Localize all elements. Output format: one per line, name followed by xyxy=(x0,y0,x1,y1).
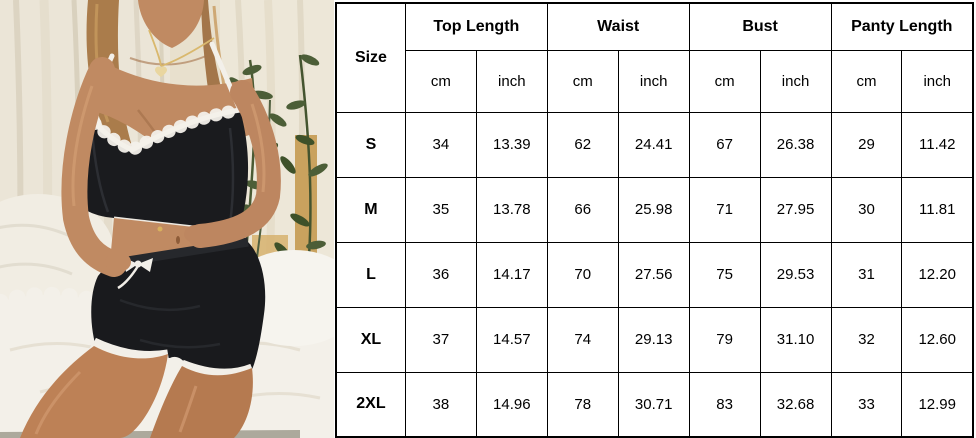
value-cell: 36 xyxy=(404,241,477,308)
value-cell: 38 xyxy=(404,371,477,438)
value-cell: 12.60 xyxy=(901,306,974,373)
unit-bust-inch: inch xyxy=(759,49,832,113)
table-row-2xl: 2XL 38 14.96 78 30.71 83 32.68 33 12.99 xyxy=(335,371,974,438)
value-cell: 29 xyxy=(830,111,903,178)
value-cell: 37 xyxy=(404,306,477,373)
value-cell: 32 xyxy=(830,306,903,373)
value-cell: 27.95 xyxy=(759,176,832,243)
value-cell: 70 xyxy=(546,241,619,308)
value-cell: 66 xyxy=(546,176,619,243)
table-row-l: L 36 14.17 70 27.56 75 29.53 31 12.20 xyxy=(335,241,974,308)
header-panty-length: Panty Length xyxy=(830,2,974,51)
left-hand xyxy=(105,252,131,272)
value-cell: 78 xyxy=(546,371,619,438)
value-cell: 31.10 xyxy=(759,306,832,373)
unit-waist-cm: cm xyxy=(546,49,619,113)
legs xyxy=(20,346,253,438)
value-cell: 27.56 xyxy=(617,241,690,308)
size-label-s: S xyxy=(335,111,406,178)
value-cell: 30 xyxy=(830,176,903,243)
table-row-xl: XL 37 14.57 74 29.13 79 31.10 32 12.60 xyxy=(335,306,974,373)
value-cell: 14.57 xyxy=(475,306,548,373)
value-cell: 83 xyxy=(688,371,761,438)
value-cell: 13.39 xyxy=(475,111,548,178)
size-label-xl: XL xyxy=(335,306,406,373)
value-cell: 24.41 xyxy=(617,111,690,178)
value-cell: 14.96 xyxy=(475,371,548,438)
table-row-s: S 34 13.39 62 24.41 67 26.38 29 11.42 xyxy=(335,111,974,178)
value-cell: 12.20 xyxy=(901,241,974,308)
header-top-length: Top Length xyxy=(404,2,548,51)
unit-panty-length-cm: cm xyxy=(830,49,903,113)
unit-bust-cm: cm xyxy=(688,49,761,113)
size-label-l: L xyxy=(335,241,406,308)
model xyxy=(20,0,281,438)
value-cell: 31 xyxy=(830,241,903,308)
value-cell: 11.42 xyxy=(901,111,974,178)
value-cell: 13.78 xyxy=(475,176,548,243)
value-cell: 32.68 xyxy=(759,371,832,438)
size-label-2xl: 2XL xyxy=(335,371,406,438)
value-cell: 12.99 xyxy=(901,371,974,438)
value-cell: 14.17 xyxy=(475,241,548,308)
unit-top-length-cm: cm xyxy=(404,49,477,113)
value-cell: 35 xyxy=(404,176,477,243)
cami-top xyxy=(69,41,249,234)
drawstring xyxy=(117,265,140,290)
value-cell: 34 xyxy=(404,111,477,178)
value-cell: 26.38 xyxy=(759,111,832,178)
value-cell: 71 xyxy=(688,176,761,243)
header-waist: Waist xyxy=(546,2,690,51)
unit-top-length-inch: inch xyxy=(475,49,548,113)
value-cell: 25.98 xyxy=(617,176,690,243)
model-photo-illustration xyxy=(0,0,334,438)
header-bust: Bust xyxy=(688,2,832,51)
size-chart-panel: Size Top Length Waist Bust Panty Length … xyxy=(334,0,976,438)
unit-waist-inch: inch xyxy=(617,49,690,113)
size-label-m: M xyxy=(335,176,406,243)
right-hand xyxy=(184,225,208,243)
table-row-m: M 35 13.78 66 25.98 71 27.95 30 11.81 xyxy=(335,176,974,243)
value-cell: 29.13 xyxy=(617,306,690,373)
unit-panty-length-inch: inch xyxy=(901,49,974,113)
value-cell: 62 xyxy=(546,111,619,178)
header-size: Size xyxy=(335,2,406,113)
neckline-lace xyxy=(79,103,247,158)
heart-necklace xyxy=(148,29,215,77)
value-cell: 11.81 xyxy=(901,176,974,243)
gold-ring xyxy=(157,226,163,232)
value-cell: 67 xyxy=(688,111,761,178)
value-cell: 30.71 xyxy=(617,371,690,438)
model-photo xyxy=(0,0,334,438)
size-chart-table: Size Top Length Waist Bust Panty Length … xyxy=(335,2,974,438)
arms xyxy=(61,57,281,277)
value-cell: 33 xyxy=(830,371,903,438)
value-cell: 29.53 xyxy=(759,241,832,308)
value-cell: 79 xyxy=(688,306,761,373)
value-cell: 74 xyxy=(546,306,619,373)
value-cell: 75 xyxy=(688,241,761,308)
waistband xyxy=(107,237,249,269)
